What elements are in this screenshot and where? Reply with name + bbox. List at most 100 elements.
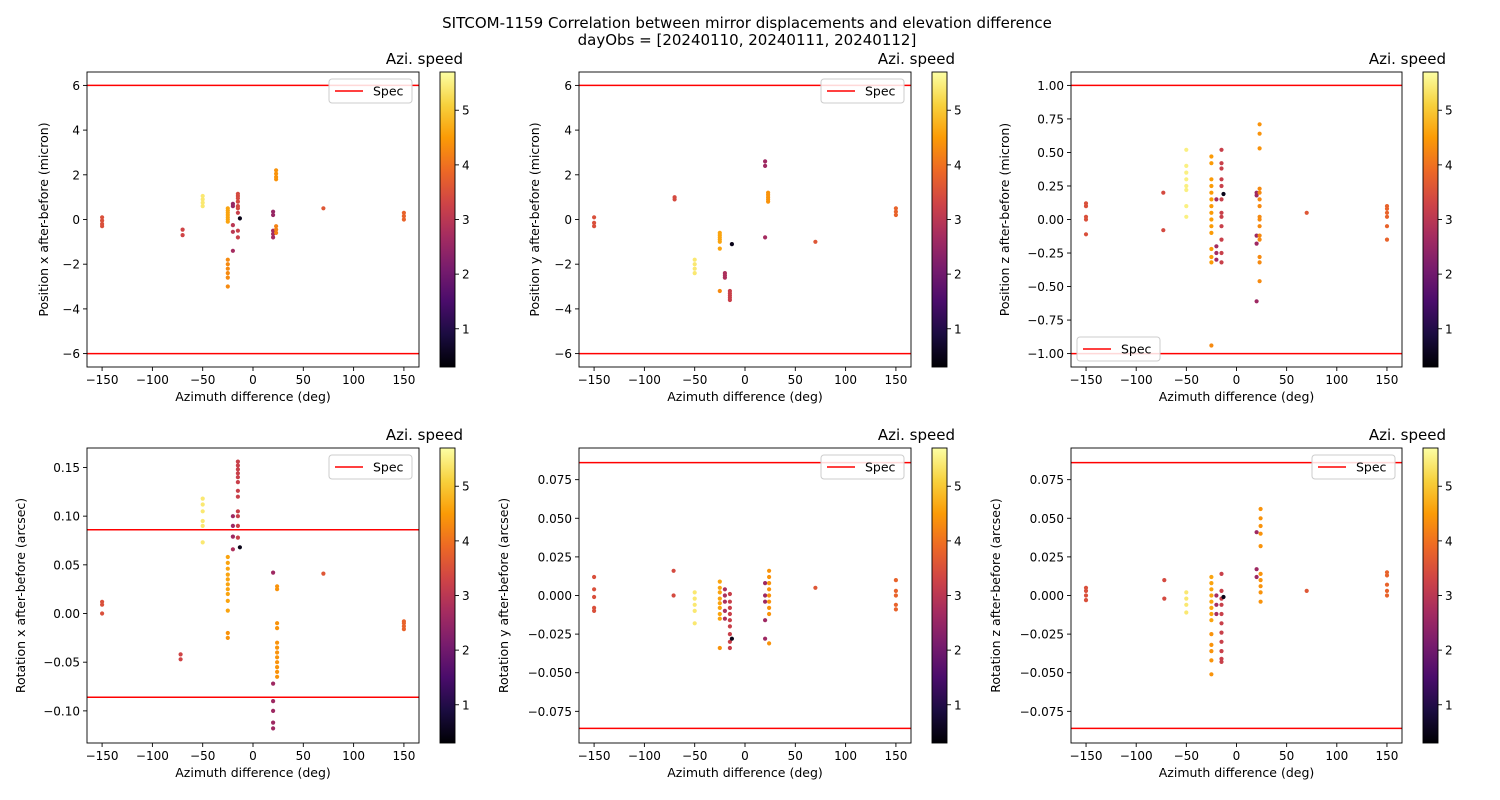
data-point [200,502,205,507]
data-point [225,560,230,566]
data-point [1209,605,1214,611]
colorbar-tick-label: 1 [954,698,962,712]
colorbar-title: Azi. speed [1369,426,1446,444]
data-point [225,630,230,636]
data-point [1254,193,1259,198]
y-tick-label: 2 [564,168,572,182]
data-point [1258,516,1263,521]
x-tick-label: −50 [1174,373,1199,387]
data-point [1257,279,1262,284]
data-point [592,215,597,220]
data-point [230,229,235,234]
data-point [767,587,772,592]
x-tick-label: 0 [1233,373,1241,387]
data-point [1254,233,1259,238]
y-tick-label: 1.00 [1037,79,1064,93]
data-point [767,599,772,604]
x-tick-label: −150 [1070,373,1103,387]
y-tick-label: 0.75 [1037,112,1064,126]
figure-subtitle: dayObs = [20240110, 20240111, 20240112] [578,31,917,49]
data-point [1219,611,1224,617]
x-tick-label: 50 [788,749,803,763]
data-point [274,224,279,229]
data-point [717,605,722,611]
scatter-points [592,568,899,651]
x-tick-label: −100 [628,373,661,387]
data-point [592,608,597,614]
subplot-2: −150 −100 −50 0 50 100 150 −6 −4 −2 0 2 4 6 Azimuth di… [527,50,962,404]
data-point [592,224,597,229]
data-point [672,197,677,202]
y-axis-label: Rotation y after-before (arcsec) [496,498,511,693]
data-point [1384,570,1390,575]
data-point [722,608,728,614]
data-point [100,611,105,616]
colorbar-tick-label: 1 [462,698,470,712]
colorbar-tick-label: 3 [462,213,470,227]
colorbar-gradient [1422,447,1439,744]
data-point [1083,598,1089,603]
data-point [235,228,240,233]
x-tick-label: 100 [342,749,365,763]
colorbar: 1 2 3 4 5 Azi. speed [1369,426,1453,744]
y-axis-label: Position x after-before (micron) [36,122,51,316]
data-point [717,579,722,584]
data-point [893,578,899,583]
figure-title: SITCOM-1159 Correlation between mirror d… [442,14,1052,32]
x-tick-label: −50 [190,373,215,387]
data-point [727,599,733,604]
data-point [763,581,768,586]
colorbar-title: Azi. speed [1369,50,1446,68]
data-point [592,594,597,600]
data-point [1219,177,1224,182]
data-point [230,523,235,529]
legend-label: Spec [1121,342,1152,357]
data-point [200,509,205,514]
x-tick-label: 150 [392,749,415,763]
data-point [275,645,280,650]
data-point [275,650,280,655]
data-point [767,581,772,586]
data-point [100,218,105,223]
data-point [722,599,728,604]
y-axis-label: Rotation z after-before (arcsec) [988,498,1003,693]
data-point [692,608,697,614]
y-tick-label: −1.00 [1027,347,1064,361]
scatter-points [100,168,406,289]
colorbar-tick-label: 4 [462,534,470,548]
colorbar-gradient [439,447,456,744]
x-axis-label: Azimuth difference (deg) [667,389,823,404]
data-point [1209,260,1214,265]
data-point [271,681,276,686]
data-point [1214,250,1219,256]
data-point [274,168,279,173]
legend: Spec [1311,454,1396,480]
x-tick-label: 50 [296,749,311,763]
y-tick-label: 0.25 [1037,179,1064,193]
y-tick-label: −0.025 [528,628,572,642]
colorbar-tick-label: 2 [1445,268,1453,282]
y-tick-label: 2 [72,168,80,182]
data-point [1219,639,1224,644]
data-point [1257,224,1262,229]
data-point [717,288,722,294]
legend-label: Spec [865,84,896,99]
data-point [717,645,722,651]
data-point [1209,161,1214,166]
data-point [1384,593,1390,598]
data-point [275,674,280,679]
colorbar-tick-label: 1 [1445,322,1453,336]
data-point [1209,246,1214,252]
data-point [727,297,733,303]
x-axis-label: Azimuth difference (deg) [1159,765,1315,780]
data-point [727,611,733,617]
axes-background [1071,72,1402,367]
x-axis-label: Azimuth difference (deg) [1159,389,1315,404]
data-point [1209,632,1214,637]
y-tick-label: 0.00 [1037,213,1064,227]
data-point [717,585,722,590]
data-point [401,627,406,632]
data-point [235,199,240,204]
data-point [274,227,279,232]
data-point [893,607,899,612]
